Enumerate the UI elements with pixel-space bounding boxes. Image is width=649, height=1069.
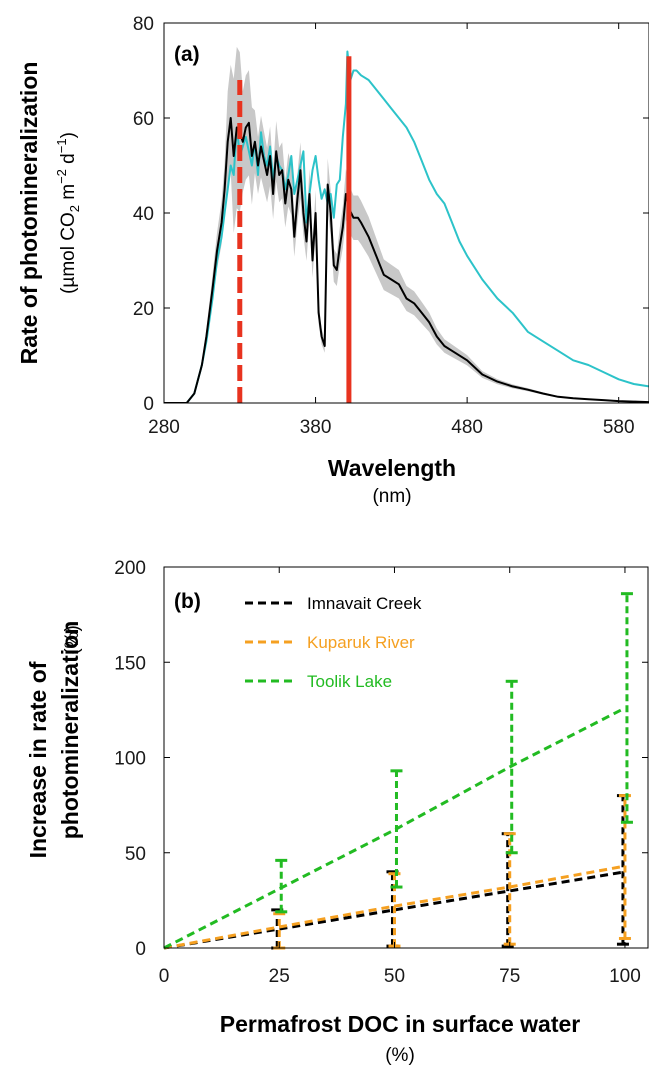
y-unit-subscript: 2 [67,205,82,212]
y-tick-label: 40 [133,204,154,225]
panel-b-y-axis-unit: (%) [62,625,83,655]
panel-a-axes: 280 380 480 580 0 20 40 60 80 [133,14,649,438]
panel-a-x-axis-unit: (nm) [372,486,411,507]
panel-b-label: (b) [174,590,201,613]
y-tick-label: 100 [114,749,146,770]
uncertainty-band [164,46,649,403]
y-unit-part: m [58,184,79,205]
y-tick-label: 60 [133,109,154,130]
panel-b-x-axis-title: Permafrost DOC in surface water [220,1011,581,1037]
x-tick-label: 50 [384,966,405,987]
y-unit-superscript: −1 [54,138,69,153]
legend-label: Imnavait Creek [307,594,422,613]
panel-b-x-axis-unit: (%) [385,1045,415,1066]
y-tick-label: 200 [114,558,146,579]
trend-line-toolik-lake [163,706,626,950]
y-tick-label: 50 [125,844,146,865]
panel-a-y-axis-title: Rate of photomineralization [16,62,42,365]
y-tick-label: 20 [133,299,154,320]
legend-label: Kuparuk River [307,633,415,652]
panel-a-y-axis-unit: (µmol CO2 m−2 d−1) [54,132,82,294]
y-unit-part: d [58,153,79,169]
y-unit-part: (µmol CO [58,212,79,294]
trend-line-kuparuk-river [163,864,626,950]
panel-a-plot-area [164,46,649,403]
panel-a-label: (a) [174,43,200,66]
panel-b-y-axis-title-line1: Increase in rate of [25,661,51,858]
panel-b-axes: 0 25 50 75 100 0 50 100 150 200 [114,558,649,987]
legend-label: Toolik Lake [307,672,392,691]
y-unit-superscript: −2 [54,169,69,184]
x-tick-label: 280 [148,417,180,438]
panel-b-y-axis-title-line2: photomineralization [57,621,83,840]
y-tick-label: 0 [143,394,154,415]
panel-b: 0 25 50 75 100 0 50 100 150 200 (b) Imnavait Cree… [25,558,649,1066]
x-tick-label: 25 [269,966,290,987]
x-tick-label: 580 [603,417,635,438]
x-tick-label: 0 [159,966,170,987]
y-tick-label: 80 [133,14,154,35]
x-tick-label: 380 [300,417,332,438]
panel-b-plot-area [163,592,633,950]
x-tick-label: 100 [609,966,641,987]
y-tick-label: 0 [135,939,146,960]
panel-a: 280 380 480 580 0 20 40 60 80 (a) Wavelength (nm… [16,14,649,507]
y-tick-label: 150 [114,653,146,674]
panel-b-axes-box [163,566,649,949]
legend: Imnavait Creek Kuparuk River Toolik Lake [245,594,422,691]
x-tick-label: 480 [451,417,483,438]
panel-a-x-axis-title: Wavelength [328,455,456,481]
y-unit-part: ) [58,132,79,138]
x-tick-label: 75 [499,966,520,987]
